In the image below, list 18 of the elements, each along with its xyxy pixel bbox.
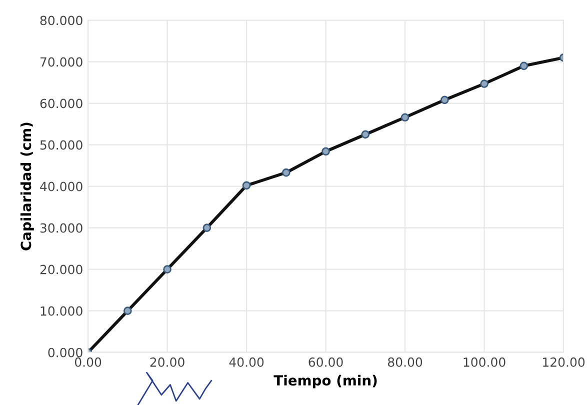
- x-tick-label: 80.00: [388, 357, 422, 367]
- x-tick-label: 120.00: [543, 357, 585, 367]
- y-tick-label: 50.000: [40, 140, 82, 150]
- y-tick-label: 70.000: [40, 57, 82, 67]
- y-tick-label: 20.000: [40, 264, 82, 274]
- y-tick-label: 10.000: [40, 306, 82, 316]
- x-axis-title: Tiempo (min): [274, 374, 377, 388]
- x-tick-label: 20.00: [150, 357, 184, 367]
- x-tick-label: 100.00: [464, 357, 506, 367]
- y-tick-label: 30.000: [40, 223, 82, 233]
- x-tick-label: 40.00: [229, 357, 264, 367]
- y-tick-label: 0.000: [48, 348, 82, 358]
- y-tick-label: 60.000: [40, 98, 82, 108]
- y-axis-title: Capilaridad (cm): [20, 122, 34, 250]
- x-tick-label: 0.00: [74, 357, 102, 367]
- x-tick-label: 60.00: [308, 357, 343, 367]
- y-tick-label: 80.000: [40, 16, 82, 26]
- y-tick-label: 40.000: [40, 182, 82, 192]
